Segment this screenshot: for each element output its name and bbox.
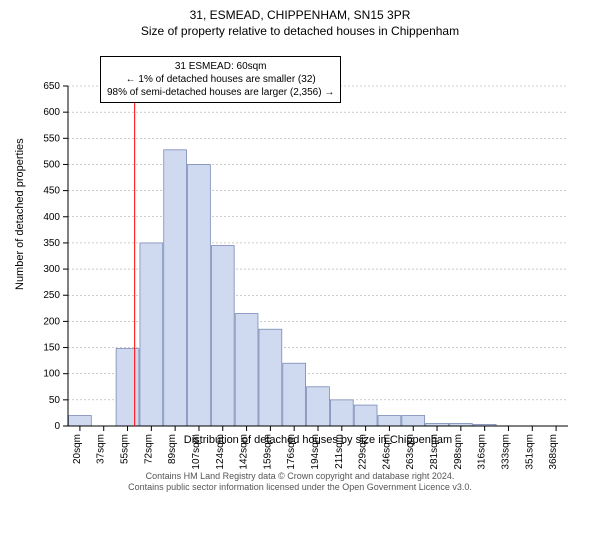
svg-text:50: 50 <box>49 395 61 406</box>
annotation-line-2: ← 1% of detached houses are smaller (32) <box>107 73 334 86</box>
histogram-chart: 0501001502002503003504004505005506006502… <box>0 42 600 542</box>
footer-attribution: Contains HM Land Registry data © Crown c… <box>0 471 600 494</box>
annotation-line-1: 31 ESMEAD: 60sqm <box>107 60 334 73</box>
footer-line-2: Contains public sector information licen… <box>0 482 600 494</box>
x-axis-label: Distribution of detached houses by size … <box>68 434 568 446</box>
svg-text:100: 100 <box>43 369 60 380</box>
svg-text:450: 450 <box>43 186 60 197</box>
footer-line-1: Contains HM Land Registry data © Crown c… <box>0 471 600 483</box>
svg-text:550: 550 <box>43 133 60 144</box>
svg-text:500: 500 <box>43 159 60 170</box>
svg-text:650: 650 <box>43 81 60 92</box>
svg-text:600: 600 <box>43 107 60 118</box>
svg-text:250: 250 <box>43 290 60 301</box>
page-title-line-2: Size of property relative to detached ho… <box>0 22 600 42</box>
svg-text:0: 0 <box>54 421 60 432</box>
annotation-line-3: 98% of semi-detached houses are larger (… <box>107 86 334 99</box>
y-axis-label: Number of detached properties <box>14 138 26 290</box>
svg-text:400: 400 <box>43 212 60 223</box>
annotation-callout: 31 ESMEAD: 60sqm ← 1% of detached houses… <box>100 56 341 103</box>
page-title-line-1: 31, ESMEAD, CHIPPENHAM, SN15 3PR <box>0 0 600 22</box>
svg-text:150: 150 <box>43 343 60 354</box>
svg-text:300: 300 <box>43 264 60 275</box>
svg-text:200: 200 <box>43 316 60 327</box>
svg-text:350: 350 <box>43 238 60 249</box>
